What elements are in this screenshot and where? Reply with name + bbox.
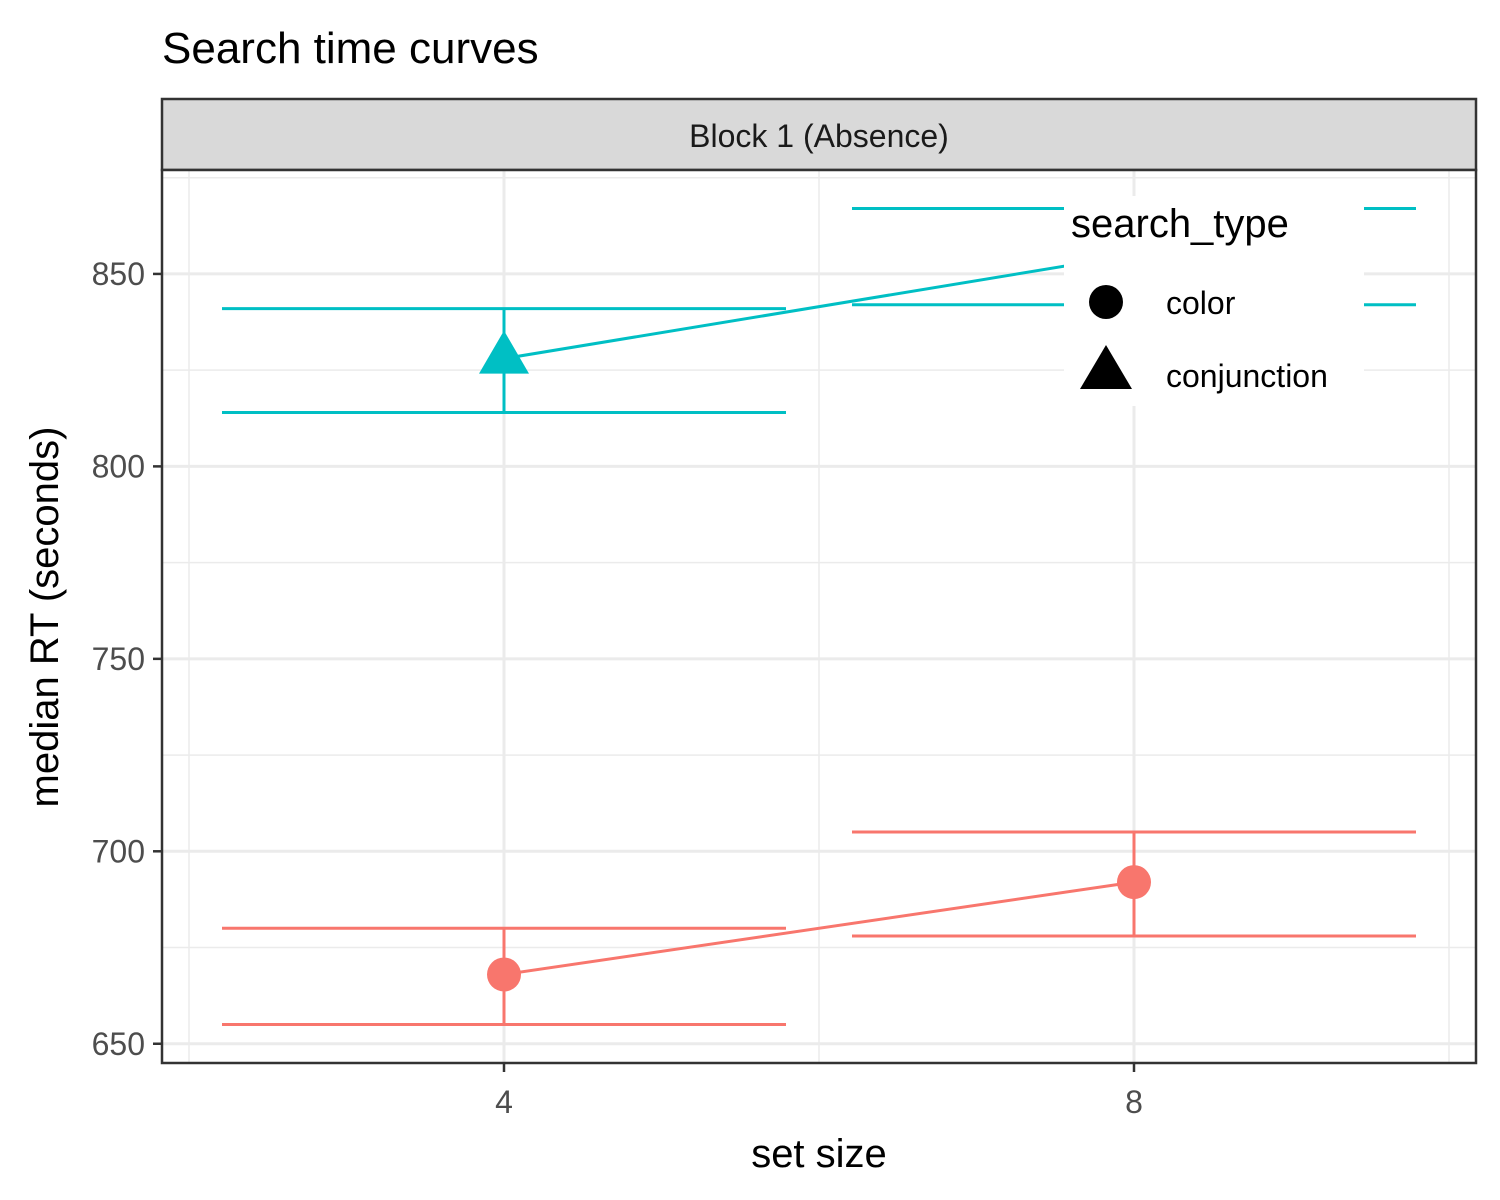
facet-strip [160, 97, 1478, 172]
legend-circle-icon [1089, 285, 1123, 319]
axes: 650 700 750 800 850 4 8 [92, 256, 1143, 1120]
series-line [503, 253, 1135, 361]
legend: search_type color conjunction [1064, 196, 1364, 406]
y-tick-label: 850 [92, 256, 145, 292]
data-point-circle [1117, 865, 1151, 900]
y-tick-label: 800 [92, 448, 145, 484]
legend-label-color: color [1166, 285, 1236, 321]
y-tick-label: 650 [92, 1026, 145, 1062]
x-tick-label: 8 [1125, 1084, 1143, 1120]
legend-title: search_type [1071, 202, 1289, 246]
x-axis-label: set size [751, 1132, 887, 1176]
y-tick-label: 700 [92, 833, 145, 869]
series-line [503, 880, 1135, 976]
y-axis-label: median RT (seconds) [23, 427, 67, 808]
data-point-triangle [479, 330, 529, 374]
x-tick-label: 4 [495, 1084, 513, 1120]
legend-triangle-icon [1080, 345, 1132, 389]
panel-border [160, 168, 1478, 1065]
series-color [222, 830, 1416, 1027]
y-tick-label: 750 [92, 641, 145, 677]
data-point-circle [487, 957, 521, 992]
facet-label: Block 1 (Absence) [689, 118, 949, 154]
legend-label-conjunction: conjunction [1166, 358, 1328, 394]
chart-title: Search time curves [162, 24, 539, 73]
